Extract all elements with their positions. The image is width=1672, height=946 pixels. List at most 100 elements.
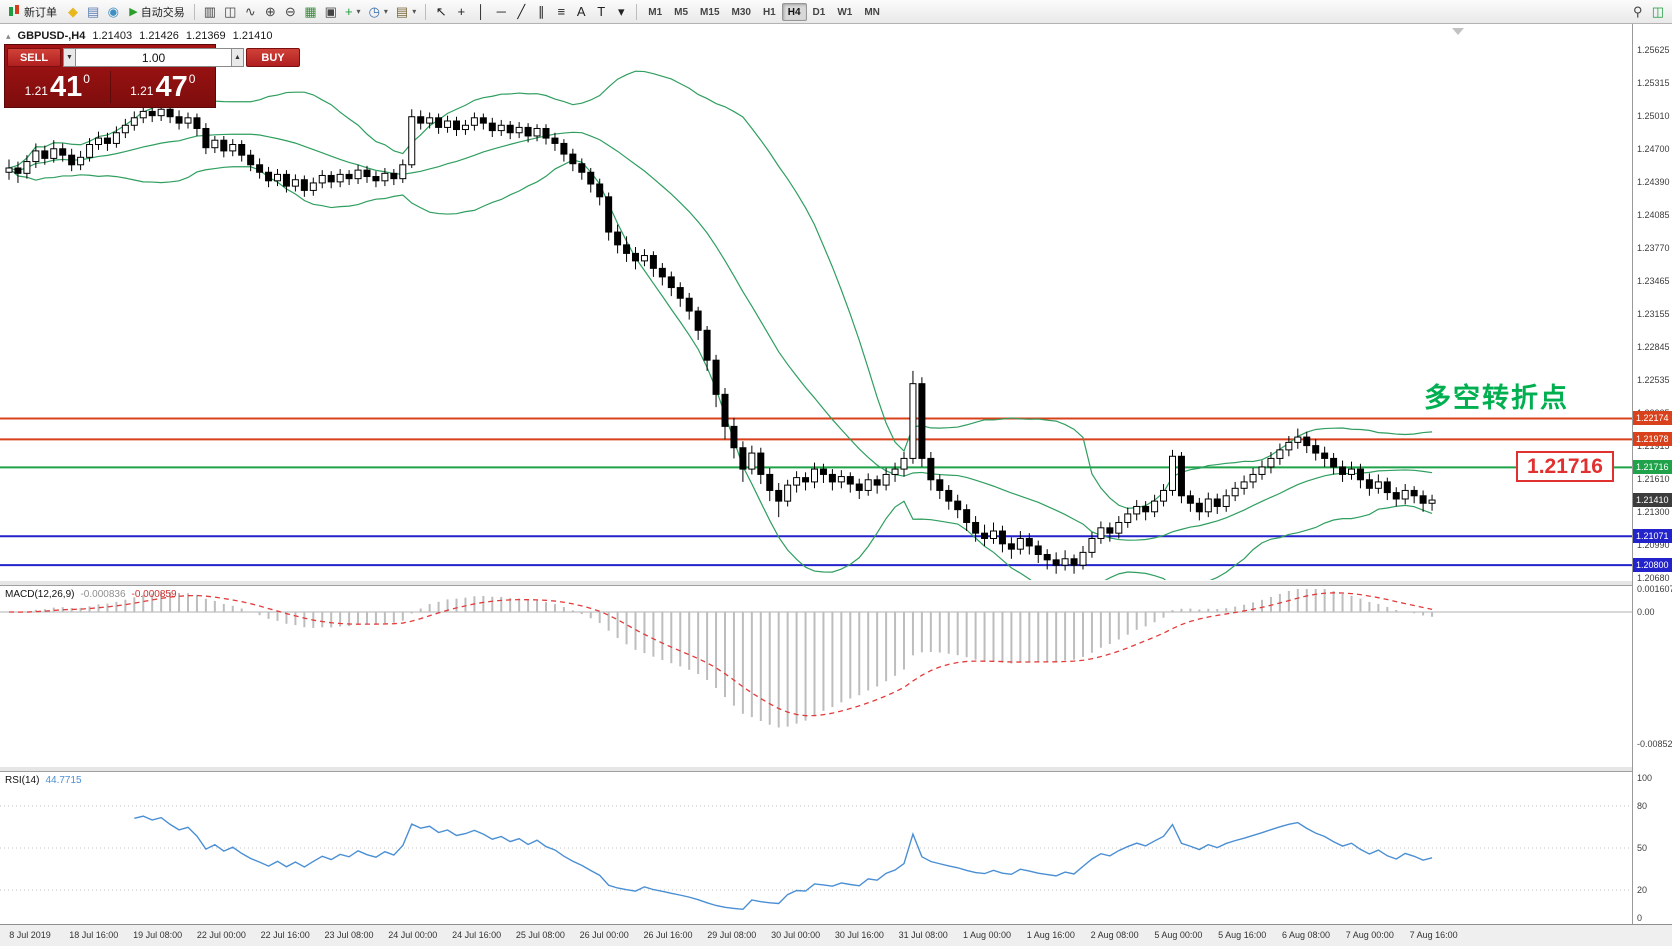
- time-axis-tick: 19 Jul 08:00: [133, 930, 183, 940]
- new-chart-button[interactable]: ◫: [1648, 2, 1668, 22]
- time-axis-tick: 23 Jul 08:00: [324, 930, 374, 940]
- sell-price-display[interactable]: 1.21 41 0: [5, 68, 110, 106]
- price-axis-tick: 1.23465: [1637, 276, 1670, 286]
- price-axis-tick: 1.25625: [1637, 45, 1670, 55]
- timeframe-h4-button[interactable]: H4: [781, 3, 807, 22]
- zoom-in-button[interactable]: ⊕: [260, 2, 280, 22]
- toolbar-draw-icons: ↖ + │ ─ ╱ ∥ ≡ A T ▾: [431, 2, 631, 22]
- time-axis-tick: 22 Jul 16:00: [260, 930, 310, 940]
- timeframe-m30-button[interactable]: M30: [731, 6, 751, 18]
- macd-histogram-layer: [16, 589, 1434, 728]
- vertical-line-button[interactable]: │: [471, 2, 491, 22]
- fibonacci-button[interactable]: ≡: [551, 2, 571, 22]
- time-axis-tick: 25 Jul 08:00: [515, 930, 565, 940]
- price-tag: 1.21716: [1633, 460, 1672, 475]
- sell-button[interactable]: SELL: [7, 48, 61, 67]
- text-icon: A: [576, 4, 586, 19]
- time-axis[interactable]: 8 Jul 2019 18 Jul 16:00 19 Jul 08:00 22 Jul…: [0, 924, 1672, 946]
- arrange-windows-button[interactable]: ▣: [321, 2, 341, 22]
- timeframe-d1-button[interactable]: D1: [812, 6, 826, 18]
- rsi-chart-svg[interactable]: [0, 772, 1632, 924]
- chevron-down-icon: ▾: [356, 7, 361, 16]
- timeframe-m5-button[interactable]: M5: [674, 6, 689, 18]
- macd-main-value: -0.000836: [80, 589, 126, 600]
- time-axis-tick: 31 Jul 08:00: [898, 930, 948, 940]
- volume-input[interactable]: [76, 48, 231, 67]
- timeframe-mn-button[interactable]: MN: [864, 6, 880, 18]
- timeframe-m1-button[interactable]: M1: [648, 6, 663, 18]
- shapes-dropdown-button[interactable]: ▾: [611, 2, 631, 22]
- chevron-down-icon: ▾: [412, 7, 417, 16]
- shapes-dropdown-icon: ▾: [617, 4, 625, 19]
- auto-trading-button[interactable]: ▶ 自动交易: [125, 2, 188, 22]
- macd-panel[interactable]: MACD(12,26,9) -0.000836 -0.000859: [0, 586, 1632, 766]
- ohlc-close: 1.21410: [232, 30, 273, 42]
- metaeditor-button[interactable]: ▤: [83, 2, 103, 22]
- text-button[interactable]: A: [571, 2, 591, 22]
- rsi-axis-tick: 100: [1637, 773, 1653, 783]
- zoom-out-button[interactable]: ⊖: [280, 2, 300, 22]
- indicators-button[interactable]: + ▾: [341, 2, 365, 22]
- trendline-button[interactable]: ╱: [511, 2, 531, 22]
- volume-stepper: ▼ ▲: [63, 48, 244, 67]
- time-axis-tick: 7 Aug 00:00: [1345, 930, 1394, 940]
- price-axis-tick: 1.24390: [1637, 177, 1670, 187]
- fibonacci-icon: ≡: [557, 4, 566, 19]
- bar-chart-button[interactable]: ▥: [200, 2, 220, 22]
- candlestick-chart-button[interactable]: ◫: [220, 2, 240, 22]
- crosshair-button[interactable]: +: [451, 2, 471, 22]
- toolbar: 新订单 ◆ ▤ ◉ ▶ 自动交易 ▥ ◫ ∿ ⊕ ⊖ ▦ ▣ + ▾ ◷ ▾ ▤ ▾ ↖ + │ ─ ╱ ∥ ≡ A T ▾ …: [0, 0, 1672, 24]
- tile-windows-button[interactable]: ▦: [300, 2, 320, 22]
- buy-price-big: 47: [155, 71, 188, 103]
- label-button[interactable]: T: [591, 2, 611, 22]
- periods-button[interactable]: ◷ ▾: [365, 2, 392, 22]
- macd-chart-svg[interactable]: [0, 586, 1632, 766]
- timeframe-h1-button[interactable]: H1: [762, 6, 776, 18]
- panel-separator[interactable]: [0, 580, 1672, 586]
- panel-separator[interactable]: [0, 766, 1672, 772]
- chart-panel[interactable]: ▴ GBPUSD-,H4 1.21403 1.21426 1.21369 1.2…: [0, 24, 1632, 580]
- new-order-button[interactable]: 新订单: [4, 2, 61, 22]
- metaeditor-icon: ▤: [87, 4, 100, 19]
- chart-annotation-text[interactable]: 多空转折点: [1424, 383, 1569, 413]
- price-scale[interactable]: 1.25625 1.25315 1.25010 1.24700 1.24390 1.240…: [1632, 24, 1672, 924]
- horizontal-line-button[interactable]: ─: [491, 2, 511, 22]
- buy-button[interactable]: BUY: [246, 48, 300, 67]
- metaquotes-button[interactable]: ◉: [103, 2, 123, 22]
- chart-shift-marker[interactable]: [1452, 28, 1464, 35]
- crosshair-icon: +: [457, 4, 466, 19]
- play-icon: ▶: [129, 6, 138, 18]
- price-callout[interactable]: 1.21716: [1516, 451, 1614, 482]
- time-axis-tick: 24 Jul 00:00: [388, 930, 438, 940]
- rsi-panel[interactable]: RSI(14) 44.7715: [0, 772, 1632, 924]
- timeframe-w1-button[interactable]: W1: [837, 6, 853, 18]
- bollinger-bands-layer: [8, 70, 1433, 580]
- search-button[interactable]: ⚲: [1628, 2, 1648, 22]
- line-chart-icon: ∿: [244, 4, 256, 19]
- line-chart-button[interactable]: ∿: [240, 2, 260, 22]
- new-order-label: 新订单: [24, 6, 57, 19]
- tile-windows-icon: ▦: [304, 4, 317, 19]
- time-axis-tick: 1 Aug 00:00: [962, 930, 1012, 940]
- price-chart-svg[interactable]: [0, 24, 1632, 580]
- ohlc-high: 1.21426: [139, 30, 179, 42]
- periods-icon: ◷: [368, 4, 380, 19]
- timeframe-m15-button[interactable]: M15: [700, 6, 720, 18]
- buy-price-display[interactable]: 1.21 47 0: [111, 68, 216, 106]
- time-axis-tick: 26 Jul 00:00: [579, 930, 629, 940]
- price-tag: 1.21071: [1633, 529, 1672, 544]
- symbol-info-bar: ▴ GBPUSD-,H4 1.21403 1.21426 1.21369 1.2…: [6, 30, 272, 42]
- volume-decrease-button[interactable]: ▼: [63, 48, 76, 67]
- ohlc-low: 1.21369: [185, 30, 226, 42]
- candlestick-chart-icon: ◫: [224, 4, 237, 19]
- mql5-button[interactable]: ◆: [63, 2, 83, 22]
- time-axis-tick: 29 Jul 08:00: [707, 930, 757, 940]
- templates-button[interactable]: ▤ ▾: [392, 2, 420, 22]
- channel-button[interactable]: ∥: [531, 2, 551, 22]
- cursor-button[interactable]: ↖: [431, 2, 451, 22]
- time-axis-tick: 5 Aug 16:00: [1218, 930, 1267, 940]
- volume-increase-button[interactable]: ▲: [231, 48, 244, 67]
- search-icon: ⚲: [1632, 4, 1643, 19]
- rsi-axis-tick: 50: [1637, 843, 1648, 853]
- buy-price-sup: 0: [188, 72, 196, 86]
